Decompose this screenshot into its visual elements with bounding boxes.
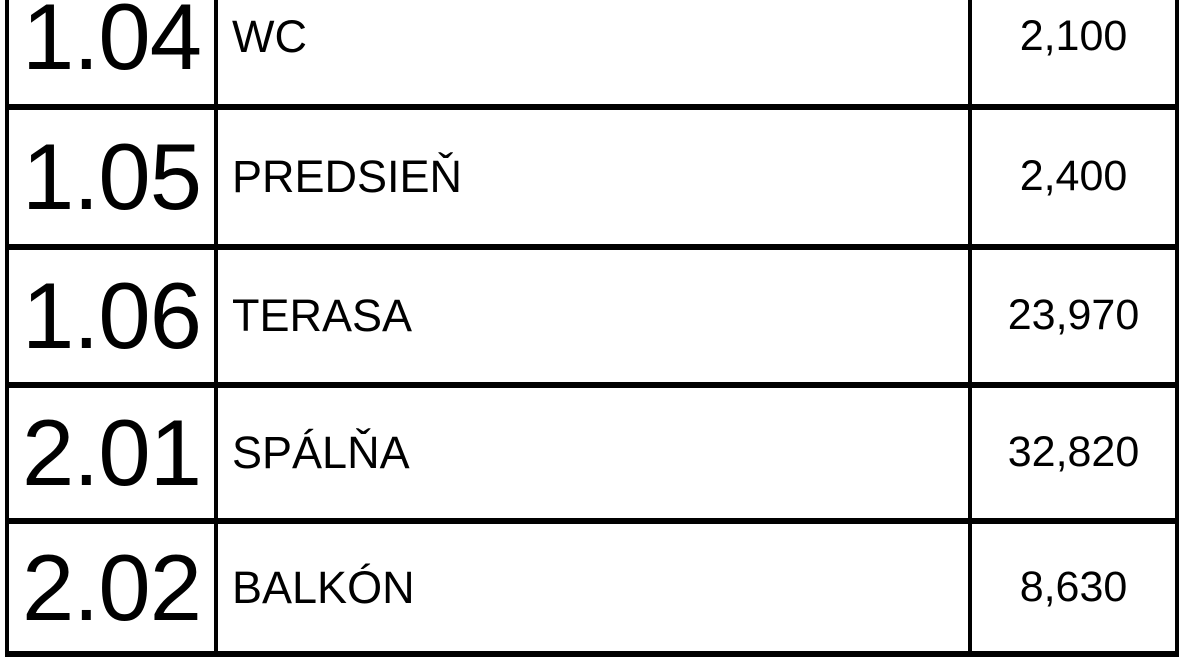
room-name-cell: TERASA bbox=[214, 244, 972, 388]
table-row: 1.06 TERASA 23,970 bbox=[5, 244, 1179, 388]
room-number-cell: 2.02 bbox=[5, 518, 218, 657]
room-number-cell: 1.04 bbox=[5, 0, 218, 110]
table-row: 2.02 BALKÓN 8,630 bbox=[5, 518, 1179, 657]
room-schedule-table: 1.04 WC 2,100 1.05 PREDSIEŇ 2,400 1.06 T… bbox=[5, 0, 1179, 657]
room-name-cell: SPÁLŇA bbox=[214, 382, 972, 524]
room-area-cell: 32,820 bbox=[968, 382, 1179, 524]
room-number-cell: 1.06 bbox=[5, 244, 218, 388]
table-row: 2.01 SPÁLŇA 32,820 bbox=[5, 382, 1179, 524]
room-table: 1.04 WC 2,100 1.05 PREDSIEŇ 2,400 1.06 T… bbox=[5, 0, 1179, 657]
room-number-cell: 1.05 bbox=[5, 104, 218, 250]
room-name-cell: WC bbox=[214, 0, 972, 110]
room-area-cell: 23,970 bbox=[968, 244, 1179, 388]
room-area-cell: 2,400 bbox=[968, 104, 1179, 250]
room-number-cell: 2.01 bbox=[5, 382, 218, 524]
room-name-cell: PREDSIEŇ bbox=[214, 104, 972, 250]
table-row: 1.05 PREDSIEŇ 2,400 bbox=[5, 104, 1179, 250]
table-row: 1.04 WC 2,100 bbox=[5, 0, 1179, 110]
room-area-cell: 2,100 bbox=[968, 0, 1179, 110]
room-name-cell: BALKÓN bbox=[214, 518, 972, 657]
room-area-cell: 8,630 bbox=[968, 518, 1179, 657]
